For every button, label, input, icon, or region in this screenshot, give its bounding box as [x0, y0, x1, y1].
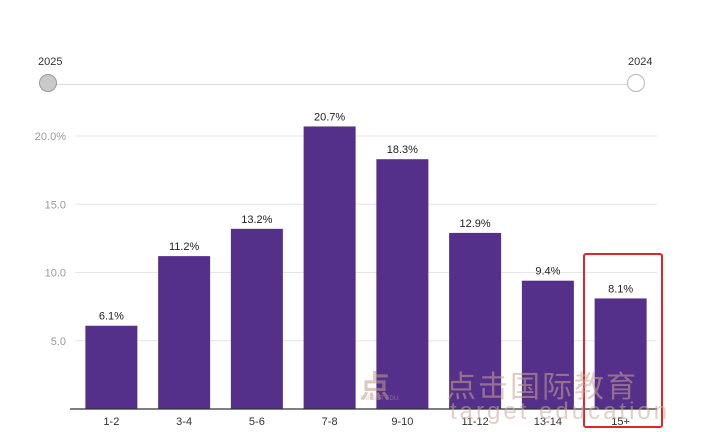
x-tick-label-13-14: 13-14	[534, 416, 562, 428]
bar-data-labels: 6.1% 11.2% 13.2% 20.7% 18.3% 12.9% 9.4% 8.1%	[99, 111, 634, 322]
x-tick-label-15+: 15+	[611, 416, 630, 428]
chart-bars	[85, 126, 647, 409]
slider-start-year: 2025	[38, 56, 63, 68]
bar-13-14	[521, 280, 574, 409]
x-tick-label-9-10: 9-10	[391, 416, 413, 428]
bar-1-2	[85, 325, 138, 409]
year-slider-start-handle[interactable]	[39, 74, 57, 92]
data-label-7-8: 20.7%	[314, 111, 345, 123]
x-tick-label-11-12: 11-12	[461, 416, 488, 428]
bar-7-8	[303, 126, 356, 409]
data-label-5-6: 13.2%	[241, 214, 272, 226]
year-slider-track[interactable]	[48, 84, 638, 85]
x-tick-label-5-6: 5-6	[249, 416, 265, 428]
x-tick-label-7-8: 7-8	[322, 416, 338, 428]
highlight-box-15-plus	[583, 253, 663, 428]
bar-9-10	[376, 159, 429, 409]
data-label-11-12: 12.9%	[460, 218, 491, 230]
y-tick-label: 10.0	[45, 268, 66, 280]
bar-3-4	[158, 256, 211, 409]
x-tick-label-1-2: 1-2	[103, 416, 119, 428]
data-label-15+: 8.1%	[608, 283, 633, 295]
data-label-13-14: 9.4%	[535, 266, 560, 278]
y-tick-label: 5.0	[51, 336, 66, 348]
y-tick-label: 20.0%	[35, 131, 66, 143]
data-label-1-2: 6.1%	[99, 311, 124, 323]
y-axis-ticks: 5.0 10.0 15.0 20.0%	[35, 131, 66, 348]
x-tick-label-3-4: 3-4	[176, 416, 192, 428]
y-tick-label: 15.0	[45, 199, 66, 211]
slider-end-year: 2024	[628, 56, 653, 68]
bar-11-12	[449, 232, 502, 409]
data-label-3-4: 11.2%	[169, 241, 200, 253]
x-axis-ticks: 1-2 3-4 5-6 7-8 9-10 11-12 13-14 15+	[103, 416, 630, 428]
bar-15+	[594, 298, 647, 409]
data-label-9-10: 18.3%	[387, 144, 418, 156]
year-slider-end-handle[interactable]	[627, 74, 645, 92]
bar-5-6	[230, 228, 283, 409]
